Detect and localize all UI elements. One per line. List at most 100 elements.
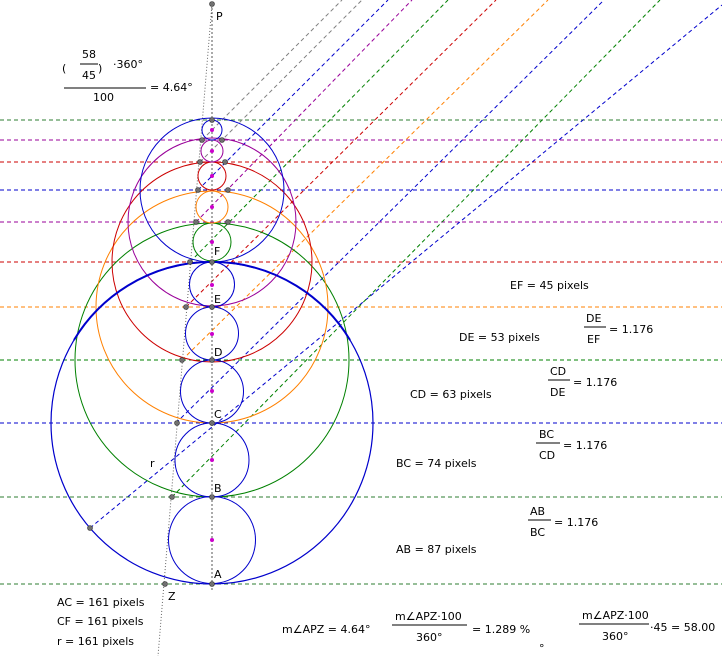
ratio-num: CD: [550, 365, 566, 378]
label-F: F: [214, 245, 220, 258]
center-dot: [210, 240, 214, 244]
ratio-val: = 1.176: [554, 516, 598, 529]
point-side: [225, 187, 231, 193]
formula-paren-left: (: [62, 62, 66, 75]
diag-6: [189, 0, 449, 263]
ratio-val: = 1.176: [573, 376, 617, 389]
diag-10: [201, 0, 343, 141]
point-side: [222, 159, 228, 165]
circle-F2: [195, 190, 229, 224]
point-Z[interactable]: [162, 581, 168, 587]
length-CD: CD = 63 pixels: [410, 388, 492, 401]
length-AB: AB = 87 pixels: [396, 543, 477, 556]
ratio-den: BC: [530, 526, 545, 539]
center-dots: [210, 128, 214, 542]
point-side: [199, 137, 205, 143]
last-formula: m∠APZ·100 360° ·45 = 58.00: [579, 609, 715, 643]
horizontal-lines: [0, 119, 722, 585]
diag-1: [89, 4, 722, 529]
point-side: [193, 219, 199, 225]
point-P[interactable]: [209, 1, 215, 7]
ratio-val: = 1.176: [563, 439, 607, 452]
last-val: ·45 = 58.00: [650, 621, 715, 634]
readout-AC: AC = 161 pixels: [57, 596, 145, 609]
point-side: [169, 494, 175, 500]
diag-9: [199, 0, 363, 163]
ratio-num: BC: [539, 428, 554, 441]
center-dot: [210, 149, 214, 153]
percent-formula: m∠APZ·100 360° = 1.289 % °: [392, 610, 545, 655]
last-num: m∠APZ·100: [582, 609, 649, 622]
diag-2: [171, 0, 661, 498]
diag-5: [185, 0, 497, 308]
last-den: 360°: [602, 630, 629, 643]
formula-result: = 4.64°: [150, 81, 193, 94]
point-B[interactable]: [209, 494, 215, 500]
label-r: r: [150, 457, 155, 470]
degree-mark: °: [539, 642, 545, 655]
center-dot: [210, 174, 214, 178]
center-dot: [210, 283, 214, 287]
label-Z: Z: [168, 590, 176, 603]
formula-paren-right: ): [98, 62, 102, 75]
line-PZ: [157, 3, 213, 656]
formula-den: 45: [82, 69, 96, 82]
ratio-CD-DE: CD DE = 1.176: [548, 365, 617, 399]
point-side: [187, 259, 193, 265]
point-side: [174, 420, 180, 426]
large-circles: [50, 117, 374, 585]
center-dot: [210, 389, 214, 393]
ratio-num: AB: [530, 505, 545, 518]
ratio-den: CD: [539, 449, 555, 462]
label-B: B: [214, 482, 222, 495]
formula-divisor: 100: [93, 91, 114, 104]
pct-num: m∠APZ·100: [395, 610, 462, 623]
point-side: [225, 219, 231, 225]
formula-top: ( 58 45 ) ·360° 100 = 4.64°: [62, 48, 193, 104]
diag-3: [175, 0, 605, 424]
center-dot: [210, 538, 214, 542]
ratio-val: = 1.176: [609, 323, 653, 336]
center-dot: [210, 458, 214, 462]
point-C[interactable]: [209, 420, 215, 426]
pct-val: = 1.289 %: [472, 623, 530, 636]
point-side: [179, 357, 185, 363]
point-side: [219, 137, 225, 143]
label-D: D: [214, 346, 222, 359]
readout-r: r = 161 pixels: [57, 635, 134, 648]
point-side: [209, 117, 215, 123]
center-dot: [210, 205, 214, 209]
ratio-BC-CD: BC CD = 1.176: [536, 428, 607, 462]
label-P: P: [216, 10, 223, 23]
point-F[interactable]: [209, 259, 215, 265]
formula-num: 58: [82, 48, 96, 61]
label-E: E: [214, 293, 221, 306]
point-side: [197, 159, 203, 165]
point-r[interactable]: [87, 525, 93, 531]
point-A[interactable]: [209, 581, 215, 587]
ratio-DE-EF: DE EF = 1.176: [584, 312, 653, 346]
construction-points: [87, 1, 231, 587]
length-EF: EF = 45 pixels: [510, 279, 589, 292]
ratio-den: DE: [550, 386, 565, 399]
label-A: A: [214, 568, 222, 581]
diagonal-lines: [89, 0, 722, 529]
diag-8: [197, 0, 389, 191]
center-dot: [210, 332, 214, 336]
point-side: [183, 304, 189, 310]
readout-angle: m∠APZ = 4.64°: [282, 623, 370, 636]
length-DE: DE = 53 pixels: [459, 331, 540, 344]
readout-CF: CF = 161 pixels: [57, 615, 144, 628]
diag-7: [195, 0, 413, 223]
length-BC: BC = 74 pixels: [396, 457, 477, 470]
point-side: [195, 187, 201, 193]
formula-mult: ·360°: [113, 58, 143, 71]
point-E[interactable]: [209, 304, 215, 310]
label-C: C: [214, 408, 222, 421]
ratio-num: DE: [586, 312, 601, 325]
ratio-den: EF: [587, 333, 600, 346]
point-D[interactable]: [209, 357, 215, 363]
center-dot: [210, 128, 214, 132]
